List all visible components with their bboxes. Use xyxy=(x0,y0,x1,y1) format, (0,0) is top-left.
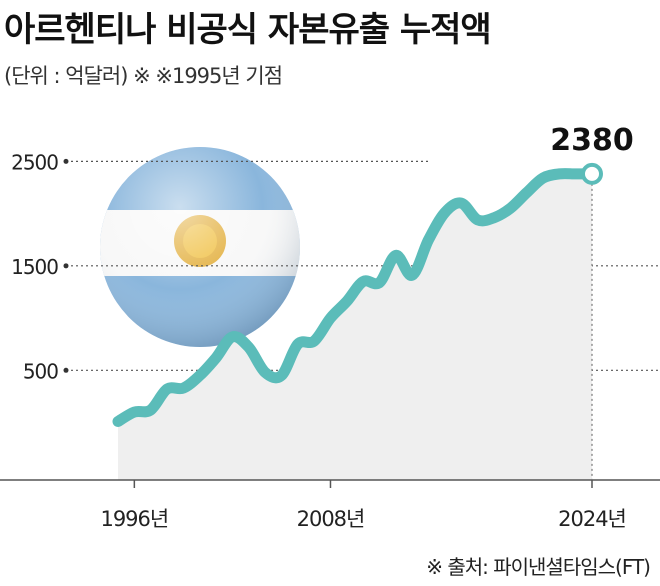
y-tick-label: 2500 xyxy=(11,150,58,174)
annotation: 2380 xyxy=(550,123,634,480)
x-tick-label: 1996년 xyxy=(100,507,168,531)
end-value-label: 2380 xyxy=(550,123,634,158)
x-axis-ticks: 1996년 2008년 2024년 xyxy=(100,480,627,531)
y-tick-label: 1500 xyxy=(11,255,58,279)
y-tick-marker xyxy=(63,158,69,164)
area-fill xyxy=(118,173,592,480)
argentina-flag-sphere-icon xyxy=(100,147,300,347)
y-axis-ticks: 500 1500 2500 xyxy=(11,150,69,383)
chart-subtitle: (단위 : 억달러) ※ ※1995년 기점 xyxy=(4,64,283,88)
y-tick-label: 500 xyxy=(23,359,58,383)
source-note: ※ 출처: 파이낸셜타임스(FT) xyxy=(426,555,651,579)
y-tick-marker xyxy=(63,263,69,269)
chart-title: 아르헨티나 비공식 자본유출 누적액 xyxy=(4,10,492,50)
series-line xyxy=(112,168,598,427)
series-line-path xyxy=(112,168,598,427)
y-tick-marker xyxy=(63,367,69,373)
x-tick-label: 2024년 xyxy=(558,507,626,531)
end-point-marker xyxy=(581,162,603,185)
area-fill-shape xyxy=(118,173,592,480)
x-tick-label: 2008년 xyxy=(297,507,365,531)
